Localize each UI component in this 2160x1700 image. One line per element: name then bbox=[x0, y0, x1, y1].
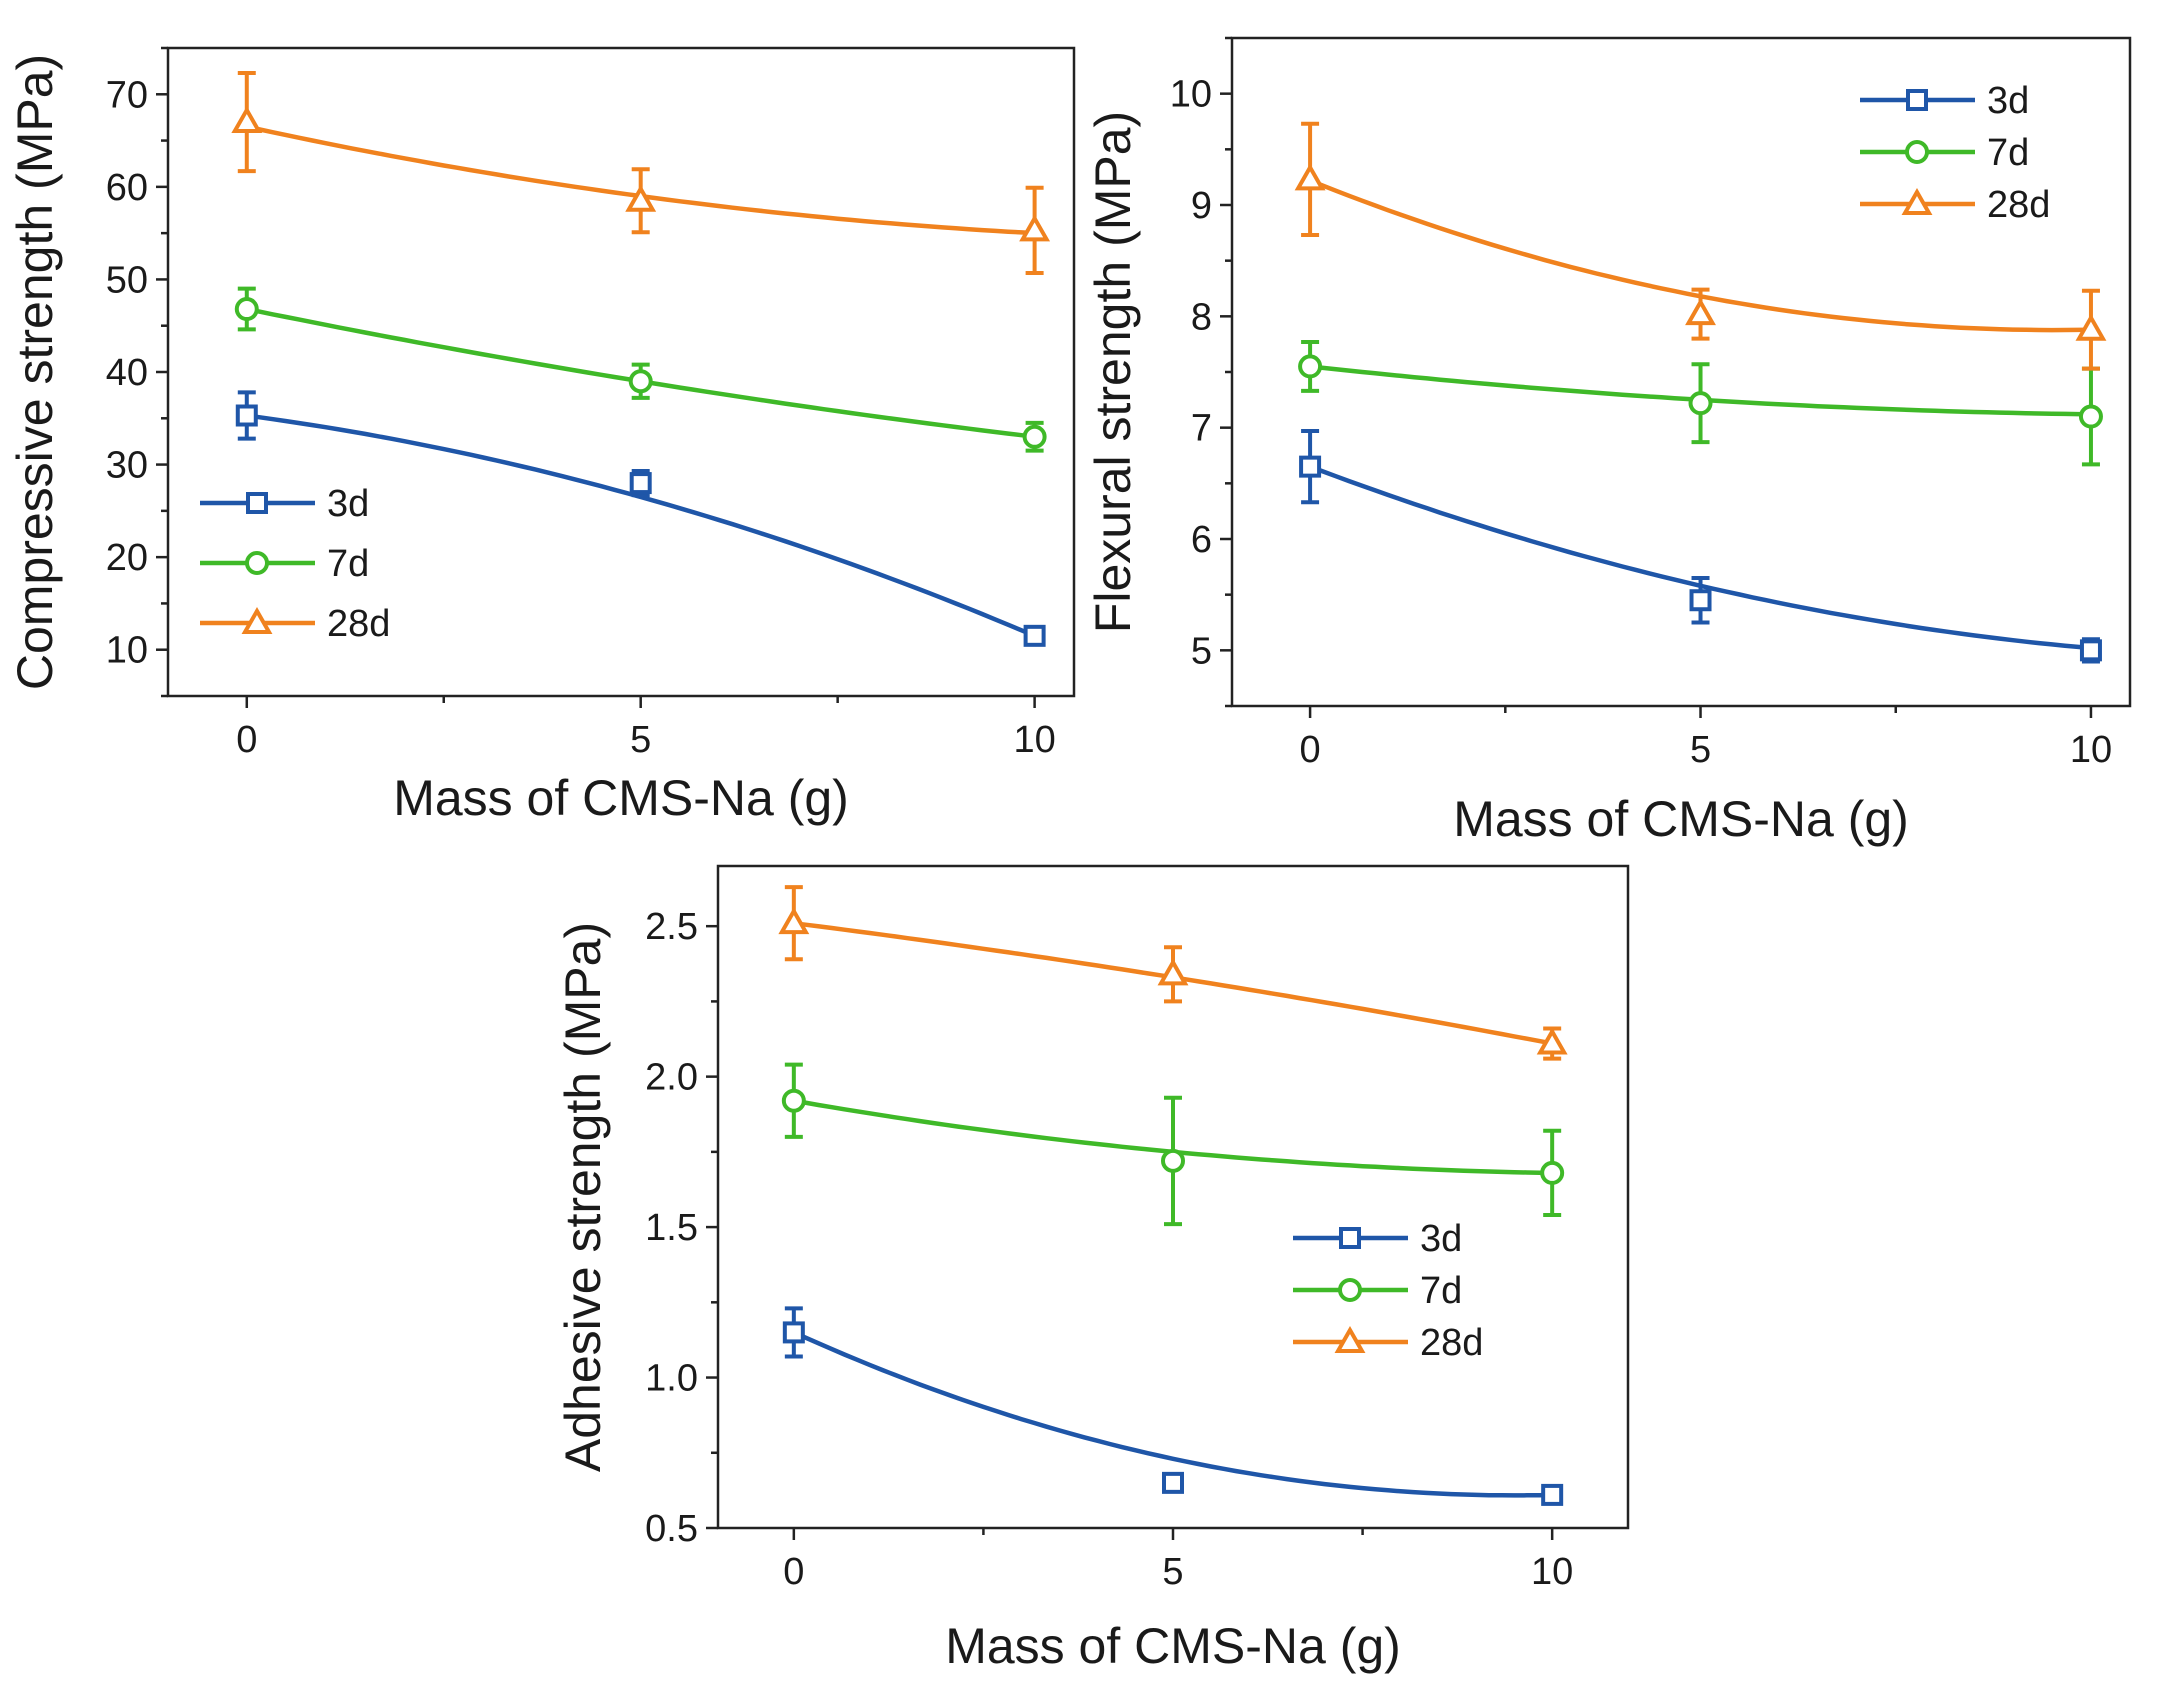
flexural-strength-chart: 5 6 7 8 9 10 0 5 10 Mass of CMS-Na (g) Flexural st… bbox=[1085, 36, 2132, 847]
legend: 3d 7d 28d bbox=[1860, 80, 2050, 226]
data-point-3d bbox=[1023, 624, 1046, 647]
legend-label-28d: 28d bbox=[1987, 184, 2050, 226]
series-28d bbox=[778, 885, 1568, 1061]
data-point-3d bbox=[1299, 455, 1322, 478]
data-point-28d bbox=[231, 106, 263, 134]
data-point-7d bbox=[1022, 424, 1047, 449]
x-axis-title: Mass of CMS-Na (g) bbox=[1453, 791, 1909, 847]
adhesive-strength-chart: 0.5 1.0 1.5 2.0 2.5 0 5 10 Mass of CMS-Na (g) Adh… bbox=[555, 864, 1630, 1674]
y-tick-label: 5 bbox=[1191, 630, 1212, 672]
x-tick-label: 0 bbox=[236, 719, 257, 761]
y-tick-label: 40 bbox=[106, 352, 148, 394]
y-axis-title: Adhesive strength (MPa) bbox=[555, 922, 611, 1472]
data-point-7d bbox=[2078, 404, 2103, 429]
y-tick-label: 1.0 bbox=[645, 1358, 698, 1400]
series-7d bbox=[1298, 339, 2103, 467]
y-tick-label: 6 bbox=[1191, 519, 1212, 561]
data-point-28d bbox=[2075, 313, 2107, 341]
legend-label-7d: 7d bbox=[327, 543, 369, 585]
legend-marker-28d bbox=[241, 606, 273, 634]
data-point-7d bbox=[234, 297, 259, 322]
y-tick-label: 10 bbox=[106, 630, 148, 672]
data-point-3d bbox=[629, 472, 652, 495]
data-point-28d bbox=[778, 907, 810, 935]
series-28d bbox=[1294, 121, 2107, 371]
x-tick-label: 10 bbox=[2070, 729, 2112, 771]
legend-label-3d: 3d bbox=[327, 483, 369, 525]
data-point-28d bbox=[1294, 163, 1326, 191]
y-tick-label: 70 bbox=[106, 74, 148, 116]
y-tick-label: 8 bbox=[1191, 296, 1212, 338]
data-point-28d bbox=[1157, 958, 1189, 986]
data-point-7d bbox=[628, 369, 653, 394]
x-tick-label: 5 bbox=[630, 719, 651, 761]
legend-marker-3d bbox=[1906, 89, 1928, 111]
series-3d bbox=[235, 390, 1046, 647]
legend-label-3d: 3d bbox=[1987, 80, 2029, 122]
y-tick-label: 60 bbox=[106, 167, 148, 209]
y-tick-label: 20 bbox=[106, 537, 148, 579]
compressive-strength-chart: 10 20 30 40 50 60 70 0 5 10 Mass of CMS-Na (g) Comp… bbox=[7, 46, 1076, 826]
x-tick-label: 10 bbox=[1013, 719, 1055, 761]
legend-marker-7d bbox=[1338, 1278, 1362, 1302]
data-point-7d bbox=[1688, 391, 1713, 416]
y-axis-title: Compressive strength (MPa) bbox=[7, 54, 63, 690]
series-7d bbox=[781, 1062, 1565, 1227]
x-tick-label: 10 bbox=[1531, 1551, 1573, 1593]
data-point-7d bbox=[781, 1088, 806, 1113]
data-point-3d bbox=[782, 1321, 805, 1344]
data-point-7d bbox=[1540, 1160, 1565, 1185]
series-line-3d bbox=[792, 1330, 1553, 1498]
legend-label-3d: 3d bbox=[1420, 1218, 1462, 1260]
data-point-3d bbox=[1689, 589, 1712, 612]
data-point-28d bbox=[1536, 1027, 1568, 1055]
legend-label-7d: 7d bbox=[1987, 132, 2029, 174]
data-point-28d bbox=[1019, 214, 1051, 242]
legend-marker-28d bbox=[1901, 187, 1933, 215]
y-tick-label: 0.5 bbox=[645, 1508, 698, 1550]
data-point-3d bbox=[1541, 1483, 1564, 1506]
y-tick-label: 10 bbox=[1170, 74, 1212, 116]
y-tick-label: 7 bbox=[1191, 408, 1212, 450]
y-tick-label: 2.5 bbox=[645, 906, 698, 948]
data-point-3d bbox=[2079, 639, 2102, 662]
data-point-7d bbox=[1298, 354, 1323, 379]
x-tick-label: 5 bbox=[1690, 729, 1711, 771]
legend: 3d 7d 28d bbox=[200, 483, 390, 645]
data-point-3d bbox=[1162, 1471, 1184, 1494]
data-point-28d bbox=[625, 184, 657, 212]
series-3d bbox=[782, 1306, 1564, 1506]
legend-marker-3d bbox=[1339, 1227, 1361, 1249]
y-tick-label: 30 bbox=[106, 445, 148, 487]
data-point-7d bbox=[1161, 1148, 1185, 1173]
data-point-3d bbox=[235, 404, 258, 427]
legend-marker-3d bbox=[246, 492, 268, 514]
data-point-28d bbox=[1685, 298, 1716, 326]
legend-label-28d: 28d bbox=[1420, 1322, 1483, 1364]
legend-marker-7d bbox=[245, 551, 269, 575]
legend-marker-7d bbox=[1905, 140, 1929, 164]
series-7d bbox=[234, 286, 1047, 453]
y-tick-label: 9 bbox=[1191, 185, 1212, 227]
y-tick-label: 1.5 bbox=[645, 1207, 698, 1249]
series-3d bbox=[1299, 429, 2102, 664]
x-tick-label: 5 bbox=[1162, 1551, 1183, 1593]
x-tick-label: 0 bbox=[1300, 729, 1321, 771]
y-tick-label: 2.0 bbox=[645, 1057, 698, 1099]
legend-marker-28d bbox=[1334, 1325, 1366, 1353]
x-axis-title: Mass of CMS-Na (g) bbox=[945, 1618, 1401, 1674]
legend: 3d 7d 28d bbox=[1293, 1218, 1483, 1364]
legend-label-28d: 28d bbox=[327, 603, 390, 645]
legend-label-7d: 7d bbox=[1420, 1270, 1462, 1312]
x-tick-label: 0 bbox=[783, 1551, 804, 1593]
y-tick-label: 50 bbox=[106, 259, 148, 301]
series-28d bbox=[231, 70, 1051, 275]
y-axis-title: Flexural strength (MPa) bbox=[1085, 111, 1141, 633]
x-axis-title: Mass of CMS-Na (g) bbox=[393, 770, 849, 826]
